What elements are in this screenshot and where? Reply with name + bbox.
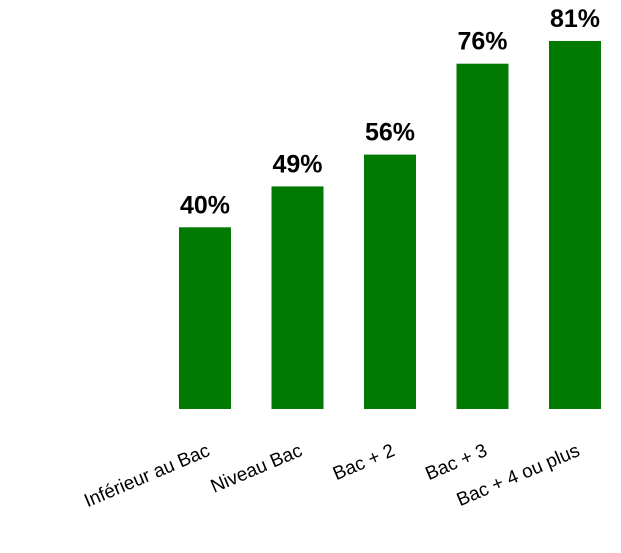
- value-label-5: 81%: [550, 5, 600, 33]
- category-label-2: Niveau Bac: [208, 440, 306, 497]
- value-label-1: 40%: [180, 191, 230, 219]
- category-label-3: Bac + 2: [330, 440, 398, 485]
- bar-4: [456, 63, 509, 409]
- bars-group: [179, 41, 601, 409]
- bar-3: [364, 154, 416, 409]
- bar-2: [271, 186, 324, 409]
- category-label-1: Inférieur au Bac: [81, 440, 213, 512]
- bar-1: [179, 227, 231, 409]
- value-labels-group: 40% 49% 56% 76% 81%: [180, 5, 600, 219]
- value-label-3: 56%: [365, 119, 415, 147]
- category-label-4: Bac + 3: [422, 440, 490, 485]
- value-label-2: 49%: [272, 150, 322, 178]
- value-label-4: 76%: [457, 28, 507, 56]
- bar-5: [549, 41, 601, 409]
